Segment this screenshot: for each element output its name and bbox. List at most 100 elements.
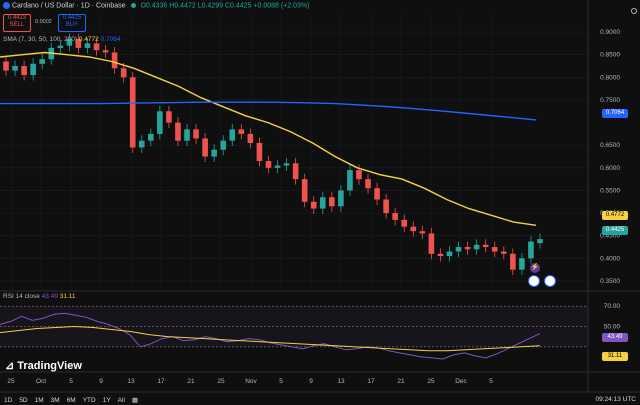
buy-button[interactable]: 0.4425 BUY — [58, 14, 86, 32]
candle-body — [528, 241, 534, 259]
price-axis-label: 0.4000 — [600, 255, 620, 262]
alert-icon[interactable]: ⚡ — [530, 263, 540, 273]
time-axis-label: 9 — [309, 378, 313, 385]
candle-body — [238, 129, 245, 134]
price-axis-label: 0.4500 — [600, 233, 620, 240]
price-axis-label: 0.5500 — [600, 187, 620, 194]
price-axis-label: 0.3500 — [600, 278, 620, 285]
rsi-legend-ma-value: 31.11 — [59, 293, 76, 300]
settings-icon[interactable] — [630, 2, 638, 14]
rsi-legend[interactable]: RSI 14 close 43.49 31.11 — [3, 293, 76, 300]
brand-name: TradingView — [17, 360, 82, 372]
time-axis: 25 Oct 5 9 13 17 21 25 Nov 5 9 13 17 21 25 Dec 5 — [0, 0, 640, 393]
sma-line-yellow — [0, 51, 537, 226]
time-axis-label: 17 — [157, 378, 165, 385]
ohlc-low: L0.4299 — [197, 2, 224, 10]
candle-body — [21, 66, 27, 76]
range-3m[interactable]: 3M — [50, 397, 60, 404]
time-axis-label: 5 — [279, 378, 283, 385]
candle-body — [437, 253, 444, 257]
ohlc-change: +0.0088 (+2.03%) — [253, 2, 310, 10]
candle-body — [138, 140, 145, 148]
price-axis-label: 0.6500 — [600, 142, 620, 149]
candle-body — [365, 179, 371, 189]
sma-legend-value-yellow: 0.4772 — [78, 36, 99, 43]
price-axis-label: 0.6000 — [600, 165, 620, 172]
candle-body — [464, 247, 471, 250]
candle-body — [256, 142, 263, 162]
candle-body — [211, 149, 217, 157]
candle-body — [265, 161, 272, 168]
range-all[interactable]: All — [117, 397, 125, 404]
symbol-title[interactable]: Cardano / US Dollar · 1D · Coinbase — [11, 2, 126, 10]
candle-body — [410, 226, 417, 232]
range-selector: 1D 5D 1M 3M 6M YTD 1Y All ▦ — [4, 396, 145, 404]
candle-body — [120, 68, 127, 78]
candle-body — [419, 231, 426, 234]
time-axis-label: 5 — [489, 378, 493, 385]
candle-body — [93, 43, 100, 51]
candle-body — [500, 251, 507, 254]
ohlc-high: H0.4472 — [169, 2, 196, 10]
rsi-legend-value: 43.49 — [41, 293, 58, 300]
time-axis-label: 25 — [7, 378, 15, 385]
candle-body — [84, 43, 91, 48]
sell-button[interactable]: 0.4423 SELL — [3, 14, 31, 32]
range-ytd[interactable]: YTD — [82, 397, 96, 404]
sma-line-blue — [0, 101, 537, 121]
rsi-tag-ma: 31.11 — [602, 352, 628, 361]
candles-group — [3, 33, 543, 276]
calendar-icon[interactable]: ▦ — [131, 397, 139, 404]
candle-body — [491, 247, 498, 252]
candle-body — [30, 63, 36, 76]
candle-body — [374, 188, 380, 200]
sell-label: SELL — [9, 22, 25, 28]
ohlc-open: O0.4336 — [140, 2, 168, 10]
flag-icon-1[interactable] — [528, 275, 540, 287]
rsi-tag-value: 43.49 — [602, 333, 628, 342]
candle-body — [148, 133, 154, 141]
rsi-level-label: 70.00 — [604, 303, 621, 310]
time-axis-label: 25 — [217, 378, 225, 385]
status-dot-icon — [130, 3, 136, 8]
flag-icon-2[interactable] — [544, 275, 556, 287]
candle-body — [175, 122, 181, 141]
price-tag-last: 0.4425 — [602, 226, 628, 235]
candle-body — [455, 247, 462, 252]
brand-logo: ⊿ TradingView — [5, 359, 82, 372]
price-tag-sma-blue: 0.7064 — [602, 109, 628, 118]
time-axis-label: Dec — [455, 378, 467, 385]
candle-body — [39, 59, 46, 64]
range-6m[interactable]: 6M — [66, 397, 76, 404]
sma-legend[interactable]: SMA (7, 30, 50, 100, 200) 0.4772 0.7064 — [3, 36, 120, 43]
sell-price: 0.4423 — [7, 15, 27, 21]
sma-legend-label: SMA (7, 30, 50, 100, 200) — [3, 36, 78, 43]
price-axis: 0.9000 0.8500 0.8000 0.7500 0.6500 0.6000 0.55… — [600, 29, 620, 285]
rsi-legend-title: RSI 14 close — [3, 293, 40, 300]
rsi-pane: 70.00 50.00 — [0, 290, 640, 360]
candle-body — [482, 244, 489, 248]
time-axis-label: Oct — [36, 378, 46, 385]
range-1m[interactable]: 1M — [34, 397, 44, 404]
candle-body — [274, 165, 281, 168]
candle-body — [66, 38, 73, 46]
range-1d[interactable]: 1D — [4, 397, 13, 404]
candle-body — [338, 190, 344, 207]
buy-price: 0.4425 — [62, 15, 82, 21]
sma-legend-value-blue: 0.7064 — [100, 36, 121, 43]
candle-body — [202, 138, 208, 157]
range-1y[interactable]: 1Y — [102, 397, 111, 404]
range-5d[interactable]: 5D — [19, 397, 28, 404]
time-axis-label: 25 — [427, 378, 435, 385]
candle-body — [347, 170, 353, 191]
candle-body — [229, 129, 236, 141]
candle-body — [184, 129, 190, 141]
time-axis-label: 9 — [99, 378, 103, 385]
candle-body — [102, 50, 109, 53]
buy-label: BUY — [65, 22, 79, 28]
candle-body — [537, 239, 543, 244]
candle-body — [383, 199, 389, 214]
candle-body — [519, 258, 525, 270]
candle-body — [292, 163, 299, 180]
